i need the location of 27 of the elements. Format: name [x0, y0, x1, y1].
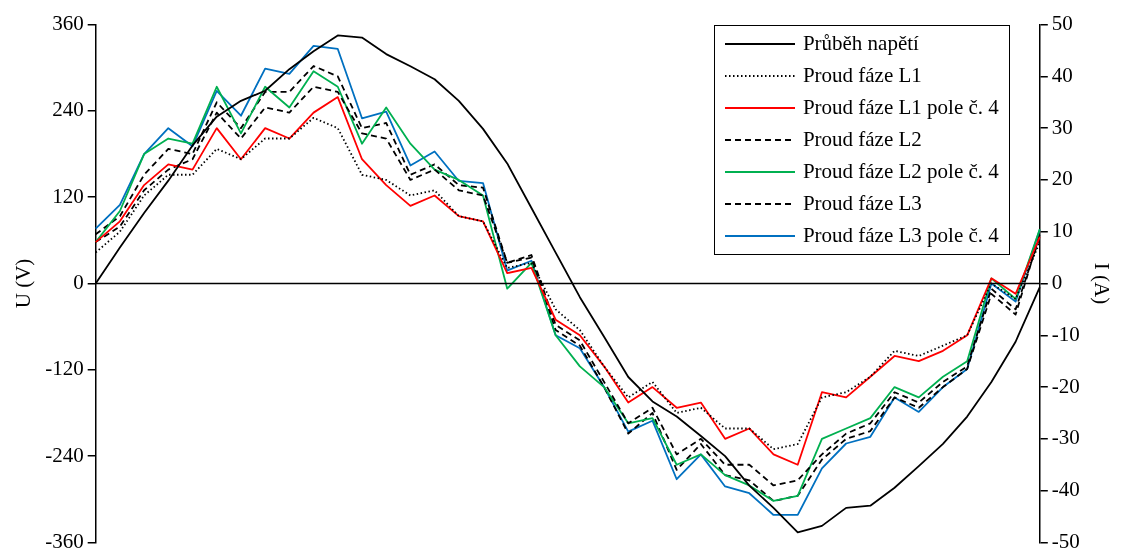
y2-tick-label: 30 [1051, 114, 1073, 139]
y2-axis-title: I (A) [1089, 262, 1114, 305]
y2-tick-label: -10 [1051, 321, 1080, 346]
y-tick-label: 360 [52, 11, 84, 36]
legend-label: Proud fáze L1 [802, 63, 922, 89]
y2-tick-label: -50 [1051, 528, 1080, 553]
legend-label: Proud fáze L3 pole č. 4 [802, 223, 999, 249]
y-tick-label: -240 [45, 442, 84, 467]
y2-tick-label: 40 [1051, 62, 1073, 87]
legend-label: Průběh napětí [802, 31, 919, 57]
y-tick-label: -120 [45, 356, 84, 381]
y2-tick-label: -40 [1051, 477, 1080, 502]
legend-label: Proud fáze L3 [802, 191, 922, 217]
y-tick-label: 0 [73, 270, 84, 295]
y-tick-label: -360 [45, 528, 84, 553]
y2-tick-label: 20 [1051, 166, 1073, 191]
y2-tick-label: -20 [1051, 373, 1080, 398]
y-axis-title: U (V) [11, 258, 36, 309]
y2-tick-label: 0 [1051, 270, 1063, 295]
y-tick-label: 240 [52, 97, 84, 122]
legend-label: Proud fáze L2 pole č. 4 [802, 159, 999, 185]
y-tick-label: 120 [52, 183, 84, 208]
legend-label: Proud fáze L2 [802, 127, 922, 153]
y2-tick-label: 10 [1051, 218, 1073, 243]
y2-tick-label: 50 [1051, 11, 1073, 36]
y2-tick-label: -30 [1051, 425, 1080, 450]
legend-label: Proud fáze L1 pole č. 4 [802, 95, 999, 121]
